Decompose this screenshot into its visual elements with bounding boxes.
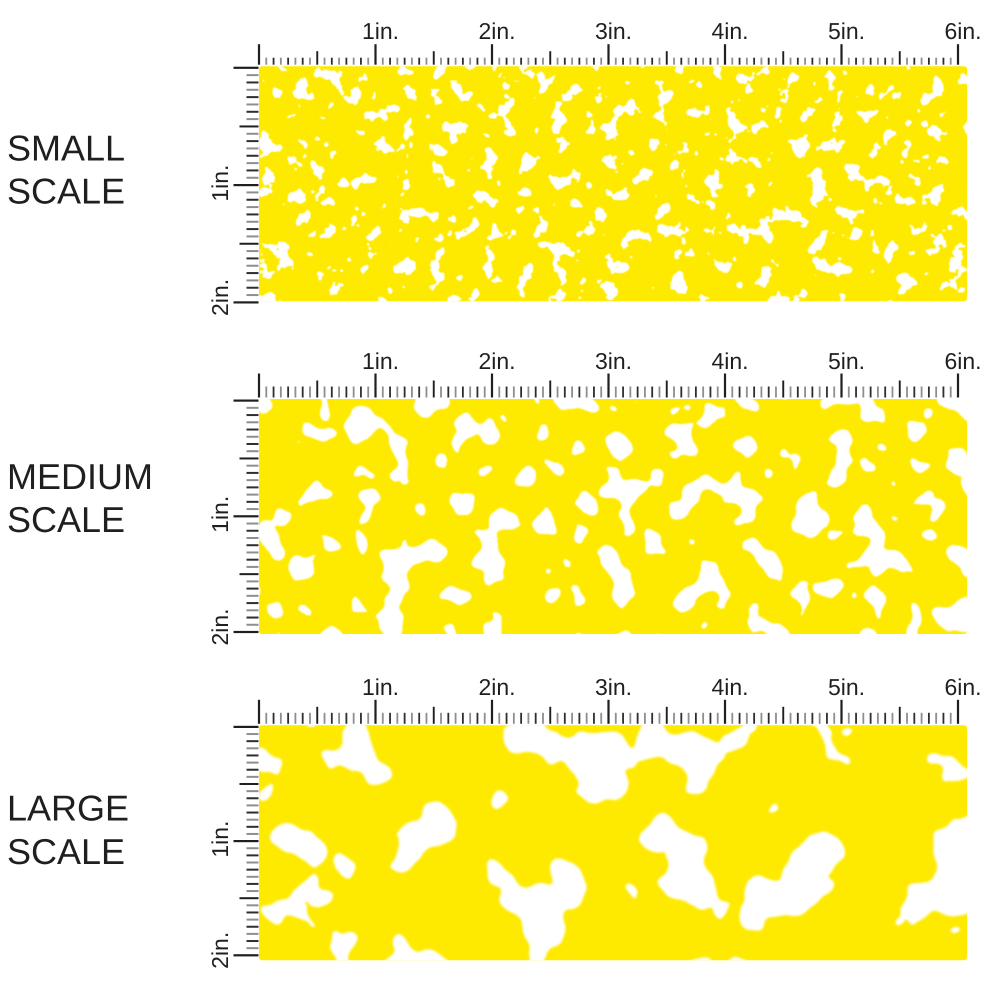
svg-text:1in.: 1in.	[362, 18, 399, 44]
svg-text:2in.: 2in.	[478, 18, 515, 44]
svg-text:MEDIUM: MEDIUM	[7, 456, 153, 497]
svg-text:6in.: 6in.	[944, 348, 981, 374]
svg-text:1in.: 1in.	[362, 348, 399, 374]
svg-text:6in.: 6in.	[944, 674, 981, 700]
svg-text:1in.: 1in.	[207, 821, 233, 858]
svg-text:5in.: 5in.	[828, 674, 865, 700]
svg-text:3in.: 3in.	[595, 348, 632, 374]
svg-text:5in.: 5in.	[828, 348, 865, 374]
svg-text:6in.: 6in.	[944, 18, 981, 44]
svg-text:SCALE: SCALE	[7, 171, 125, 212]
svg-text:5in.: 5in.	[828, 18, 865, 44]
svg-text:1in.: 1in.	[362, 674, 399, 700]
svg-text:SCALE: SCALE	[7, 499, 125, 540]
svg-text:3in.: 3in.	[595, 674, 632, 700]
svg-text:4in.: 4in.	[711, 18, 748, 44]
svg-text:2in.: 2in.	[207, 608, 233, 645]
svg-text:4in.: 4in.	[711, 348, 748, 374]
svg-text:2in.: 2in.	[478, 348, 515, 374]
svg-text:SMALL: SMALL	[7, 128, 125, 169]
svg-text:2in.: 2in.	[207, 279, 233, 316]
svg-text:2in.: 2in.	[478, 674, 515, 700]
svg-text:1in.: 1in.	[207, 165, 233, 202]
svg-text:3in.: 3in.	[595, 18, 632, 44]
svg-text:LARGE: LARGE	[7, 788, 129, 829]
svg-text:1in.: 1in.	[207, 496, 233, 533]
svg-text:4in.: 4in.	[711, 674, 748, 700]
svg-text:SCALE: SCALE	[7, 831, 125, 872]
svg-text:2in.: 2in.	[207, 932, 233, 969]
